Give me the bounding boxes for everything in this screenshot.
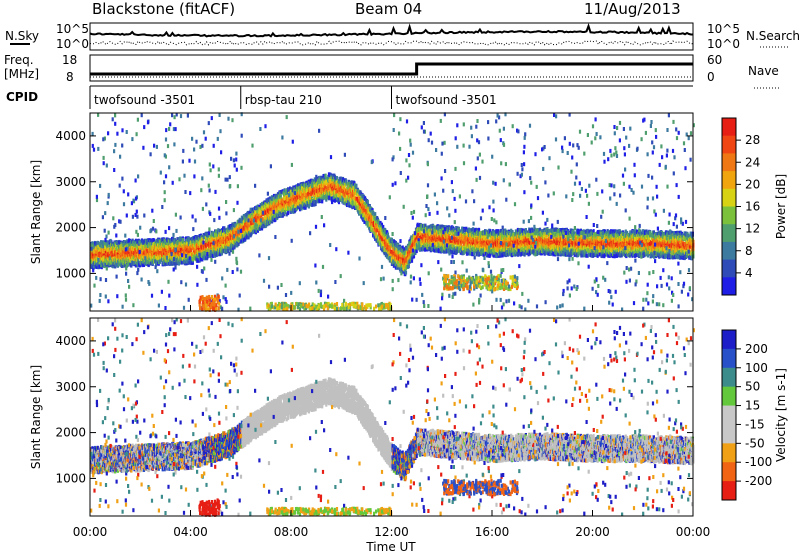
power-cell	[178, 262, 180, 266]
power-cell	[374, 212, 376, 216]
power-cell	[345, 180, 347, 184]
noise-tick-right-top: 10^5	[707, 22, 740, 36]
power-echo-cells	[90, 112, 695, 312]
noise-panel: 10^5 10^0 10^5 10^0 N.Sky N.Search	[5, 22, 800, 51]
nsky-label: N.Sky	[5, 29, 39, 43]
cpid-row: CPID twofsound -3501 rbsp-tau 210 twofsoun…	[6, 86, 693, 109]
power-cell	[287, 211, 289, 215]
cpid-label: CPID	[6, 90, 38, 104]
freq-label-line2: [MHz]	[4, 67, 39, 81]
cpid-segment-label: twofsound -3501	[94, 93, 195, 107]
nave-label: Nave	[748, 64, 779, 78]
freq-label-line1: Freq.	[4, 53, 34, 67]
power-cell	[269, 220, 271, 224]
power-cell	[315, 202, 317, 206]
noise-tick-right-bottom: 10^0	[707, 37, 740, 51]
noise-tick-left-bottom: 10^0	[56, 37, 89, 51]
power-cell	[405, 271, 407, 275]
noise-tick-left-top: 10^5	[56, 22, 89, 36]
freq-tick-top: 18	[62, 53, 77, 67]
power-cell	[367, 200, 369, 204]
power-cell	[389, 245, 391, 249]
nsearch-label: N.Search	[746, 29, 800, 43]
noise-search-line	[90, 41, 693, 45]
power-cell	[404, 251, 406, 255]
cpid-segment-label: rbsp-tau 210	[245, 93, 322, 107]
freq-line	[90, 64, 693, 74]
nave-tick-bottom: 0	[707, 70, 715, 84]
nave-tick-top: 60	[707, 53, 722, 67]
power-cell	[208, 231, 210, 235]
freq-panel: Freq. [MHz] 18 8 60 0 Nave	[4, 53, 780, 88]
power-cell	[355, 184, 357, 188]
power-cell	[182, 238, 184, 242]
noise-sky-line	[90, 26, 693, 36]
freq-tick-bottom: 8	[66, 70, 74, 84]
cpid-segment-label: twofsound -3501	[396, 93, 497, 107]
power-cell	[402, 254, 404, 258]
